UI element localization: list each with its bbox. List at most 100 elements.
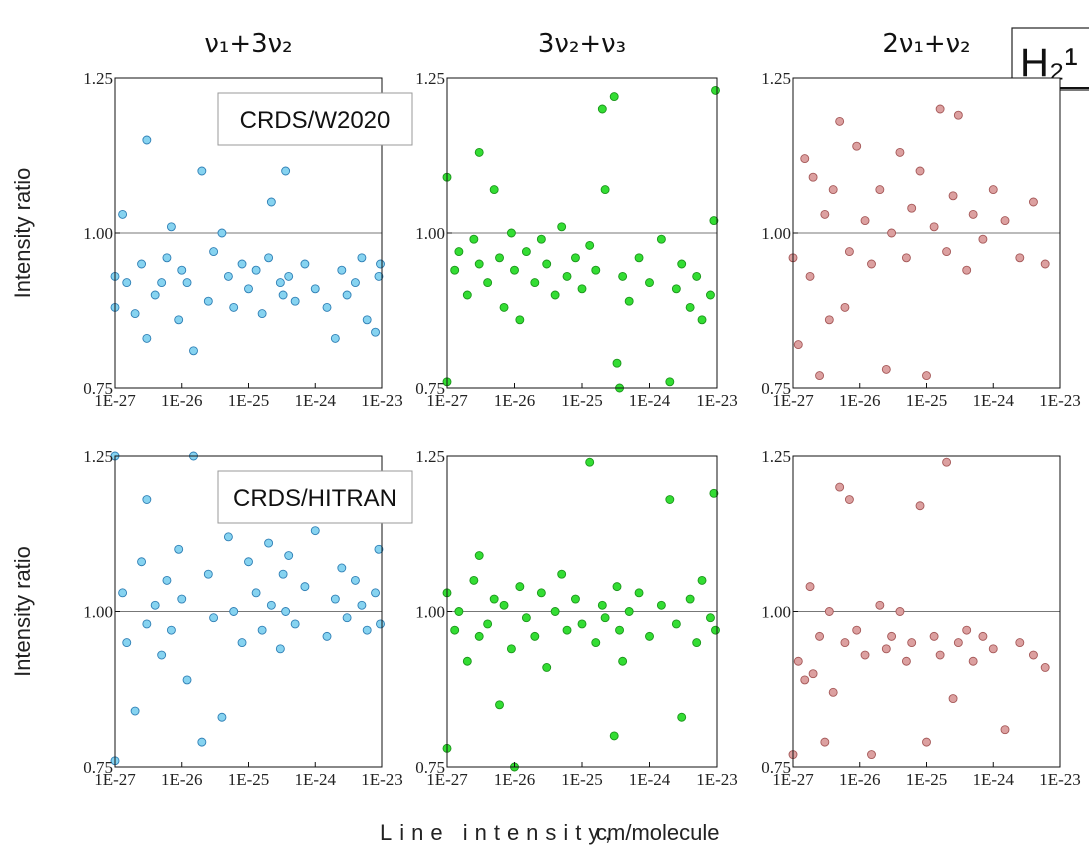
data-point bbox=[645, 631, 654, 641]
data-point bbox=[1028, 650, 1038, 660]
x-axis-label: Line intensity, bbox=[380, 820, 618, 845]
panel-title: 2ν₁+ν₂ bbox=[882, 29, 970, 59]
x-tick-label: 1E-27 bbox=[772, 391, 814, 410]
data-point bbox=[820, 209, 830, 219]
y-tick-label: 1.25 bbox=[415, 447, 445, 466]
data-point bbox=[266, 197, 276, 207]
data-point bbox=[962, 265, 972, 275]
y-tick-label: 1.25 bbox=[415, 69, 445, 88]
data-point bbox=[860, 216, 870, 226]
data-point bbox=[820, 737, 830, 747]
data-point bbox=[474, 259, 484, 269]
x-tick-label: 1E-27 bbox=[426, 391, 468, 410]
data-point bbox=[142, 495, 152, 504]
data-point bbox=[860, 650, 870, 660]
data-point bbox=[137, 259, 147, 269]
data-point bbox=[122, 278, 132, 288]
points bbox=[788, 457, 1050, 760]
data-point bbox=[706, 290, 715, 300]
y-tick-label: 0.75 bbox=[761, 379, 791, 398]
x-tick-label: 1E-26 bbox=[161, 391, 203, 410]
data-point bbox=[350, 575, 360, 585]
data-point bbox=[697, 315, 707, 325]
data-point bbox=[483, 619, 493, 629]
data-point bbox=[557, 569, 567, 579]
data-point bbox=[150, 600, 160, 610]
data-point bbox=[489, 594, 499, 604]
data-point bbox=[618, 271, 628, 281]
data-point bbox=[935, 650, 945, 660]
data-point bbox=[264, 253, 274, 263]
data-point bbox=[371, 588, 380, 598]
data-point bbox=[800, 675, 810, 685]
y-axis-label: Intensity ratio bbox=[10, 168, 35, 299]
data-point bbox=[942, 247, 952, 257]
data-point bbox=[374, 271, 384, 281]
x-tick-label: 1E-24 bbox=[629, 391, 671, 410]
data-point bbox=[808, 172, 818, 182]
data-point bbox=[371, 327, 380, 337]
data-point bbox=[489, 185, 499, 195]
data-point bbox=[852, 625, 862, 635]
data-point bbox=[953, 638, 963, 648]
data-point bbox=[209, 613, 219, 623]
data-point bbox=[571, 253, 580, 263]
data-point bbox=[677, 712, 687, 722]
data-point bbox=[137, 557, 147, 567]
data-point bbox=[597, 104, 607, 114]
data-point bbox=[929, 631, 939, 641]
data-point bbox=[217, 712, 227, 722]
data-point bbox=[562, 271, 572, 281]
data-point bbox=[536, 588, 546, 598]
data-point bbox=[290, 296, 300, 306]
annotation: CRDS/HITRAN bbox=[233, 485, 397, 512]
data-point bbox=[922, 371, 931, 381]
data-point bbox=[907, 638, 917, 648]
data-point bbox=[223, 532, 233, 542]
data-point bbox=[275, 644, 285, 654]
data-point bbox=[357, 253, 367, 263]
data-point bbox=[1015, 253, 1025, 263]
x-tick-label: 1E-25 bbox=[561, 391, 603, 410]
x-tick-label: 1E-26 bbox=[161, 770, 203, 789]
data-point bbox=[257, 625, 267, 635]
data-point bbox=[550, 290, 560, 300]
data-point bbox=[609, 92, 619, 102]
data-point bbox=[284, 551, 294, 560]
y-tick-label: 0.75 bbox=[761, 758, 791, 777]
data-point bbox=[122, 638, 132, 648]
data-point bbox=[376, 259, 385, 269]
y-axis-label: Intensity ratio bbox=[10, 546, 35, 677]
points bbox=[788, 104, 1050, 381]
data-point bbox=[665, 377, 675, 387]
data-point bbox=[624, 296, 634, 306]
data-point bbox=[203, 569, 213, 579]
x-tick-label: 1E-25 bbox=[906, 391, 948, 410]
data-point bbox=[793, 656, 803, 666]
data-point bbox=[166, 222, 176, 232]
panel-title: ν₁+3ν₂ bbox=[204, 29, 292, 59]
data-point bbox=[223, 271, 233, 281]
data-point bbox=[824, 607, 834, 616]
y-tick-label: 1.00 bbox=[83, 603, 113, 622]
x-tick-label: 1E-27 bbox=[772, 770, 814, 789]
data-point bbox=[454, 247, 464, 257]
x-tick-label: 1E-23 bbox=[1039, 391, 1081, 410]
data-point bbox=[634, 588, 644, 598]
data-point bbox=[887, 631, 897, 641]
data-point bbox=[618, 656, 628, 666]
data-point bbox=[483, 278, 493, 288]
data-point bbox=[197, 737, 207, 747]
data-point bbox=[915, 501, 925, 511]
data-point bbox=[557, 222, 567, 232]
data-point bbox=[824, 315, 834, 325]
data-point bbox=[922, 737, 931, 747]
data-point bbox=[257, 309, 267, 319]
data-point bbox=[197, 166, 207, 176]
data-point bbox=[706, 613, 715, 623]
data-point bbox=[281, 166, 291, 176]
data-point bbox=[828, 185, 838, 195]
data-point bbox=[577, 284, 587, 294]
x-tick-label: 1E-24 bbox=[629, 770, 671, 789]
data-point bbox=[609, 731, 619, 741]
